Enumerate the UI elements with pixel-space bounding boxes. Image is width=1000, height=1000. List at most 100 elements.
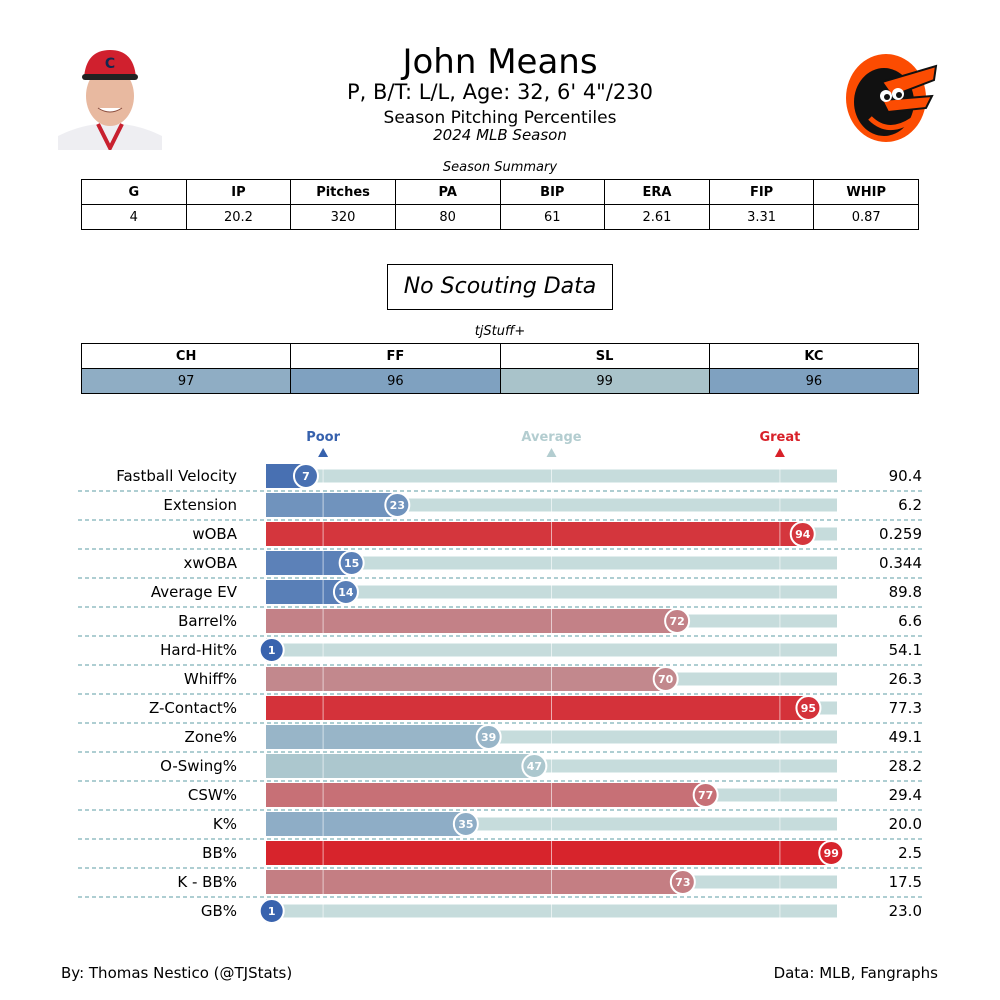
tjstuff-values-cell: 97 bbox=[80, 368, 292, 394]
percentile-label: 1 bbox=[268, 905, 276, 918]
percentile-bar bbox=[266, 551, 352, 575]
metric-value: 28.2 bbox=[889, 757, 922, 775]
percentile-bar bbox=[266, 667, 666, 691]
metric-label: Z-Contact% bbox=[149, 699, 237, 717]
season-label: 2024 MLB Season bbox=[433, 126, 567, 144]
metric-label: xwOBA bbox=[183, 554, 237, 572]
metric-value: 17.5 bbox=[889, 873, 922, 891]
scale-label: Great bbox=[759, 430, 800, 445]
metric-label: K - BB% bbox=[177, 873, 237, 891]
percentile-bar bbox=[266, 580, 346, 604]
summary-headers-cell: ERA bbox=[604, 179, 710, 205]
metric-label: wOBA bbox=[192, 525, 237, 543]
percentile-label: 77 bbox=[698, 789, 713, 802]
player-headshot: C bbox=[58, 48, 162, 150]
percentile-marker bbox=[789, 521, 816, 547]
player-name: John Means bbox=[402, 42, 598, 82]
summary-values-cell: 20.2 bbox=[185, 204, 292, 230]
chart-subtitle: Season Pitching Percentiles bbox=[383, 108, 617, 128]
metric-label: CSW% bbox=[188, 786, 237, 804]
percentile-bar bbox=[266, 493, 398, 517]
metric-label: GB% bbox=[201, 902, 237, 920]
percentile-label: 70 bbox=[658, 673, 674, 686]
metric-value: 23.0 bbox=[889, 902, 922, 920]
team-logo bbox=[846, 54, 938, 142]
percentile-label: 95 bbox=[801, 702, 816, 715]
footer-source: Data: MLB, Fangraphs bbox=[773, 964, 938, 982]
summary-headers-cell: G bbox=[81, 179, 187, 205]
metric-label: Hard-Hit% bbox=[160, 641, 237, 659]
summary-title: Season Summary bbox=[442, 160, 558, 175]
percentile-bar bbox=[266, 783, 706, 807]
metric-value: 0.344 bbox=[879, 554, 922, 572]
metric-value: 49.1 bbox=[889, 728, 922, 746]
metric-value: 29.4 bbox=[889, 786, 922, 804]
percentile-label: 39 bbox=[481, 731, 496, 744]
metric-value: 89.8 bbox=[889, 583, 922, 601]
tjstuff-headers-cell: FF bbox=[290, 343, 501, 369]
summary-headers-cell: IP bbox=[185, 179, 292, 205]
percentile-marker bbox=[332, 579, 359, 605]
percentile-bar bbox=[266, 609, 678, 633]
percentile-bar bbox=[266, 841, 832, 865]
percentile-marker bbox=[338, 550, 365, 576]
percentile-marker bbox=[258, 637, 285, 663]
percentile-marker bbox=[795, 695, 822, 721]
percentile-marker bbox=[258, 898, 285, 924]
metric-label: Zone% bbox=[185, 728, 237, 746]
metric-value: 0.259 bbox=[879, 525, 922, 543]
percentile-marker bbox=[818, 840, 845, 866]
metric-label: Extension bbox=[163, 496, 237, 514]
summary-headers-cell: BIP bbox=[499, 179, 606, 205]
percentile-marker bbox=[452, 811, 479, 837]
metric-value: 6.2 bbox=[898, 496, 922, 514]
tjstuff-values-cell: 96 bbox=[290, 368, 501, 394]
metric-label: Whiff% bbox=[184, 670, 237, 688]
percentile-label: 99 bbox=[824, 847, 839, 860]
scale-marker-icon bbox=[546, 448, 557, 457]
percentile-bar bbox=[266, 522, 803, 546]
metric-value: 54.1 bbox=[889, 641, 922, 659]
metric-label: Barrel% bbox=[178, 612, 237, 630]
percentile-label: 47 bbox=[527, 760, 542, 773]
player-bio: P, B/T: L/L, Age: 32, 6' 4"/230 bbox=[346, 80, 654, 104]
summary-values-cell: 4 bbox=[81, 204, 187, 230]
metric-value: 2.5 bbox=[898, 844, 922, 862]
percentile-marker bbox=[384, 492, 411, 518]
scale-marker-icon bbox=[774, 448, 785, 457]
tjstuff-values-cell: 96 bbox=[708, 368, 920, 394]
percentile-label: 23 bbox=[390, 499, 405, 512]
percentile-marker bbox=[521, 753, 548, 779]
summary-values-cell: 61 bbox=[499, 204, 606, 230]
percentile-label: 15 bbox=[344, 557, 359, 570]
scale-label: Average bbox=[521, 430, 581, 445]
percentile-marker bbox=[669, 869, 696, 895]
percentile-label: 35 bbox=[458, 818, 473, 831]
metric-label: BB% bbox=[202, 844, 237, 862]
scale-label: Poor bbox=[306, 430, 340, 445]
tjstuff-title: tjStuff+ bbox=[474, 324, 526, 339]
summary-headers-cell: FIP bbox=[708, 179, 815, 205]
scouting-box: No Scouting Data bbox=[387, 264, 613, 310]
summary-headers-cell: WHIP bbox=[813, 179, 919, 205]
percentile-label: 14 bbox=[338, 586, 354, 599]
percentile-bar bbox=[266, 870, 683, 894]
percentile-label: 94 bbox=[795, 528, 811, 541]
summary-headers-cell: PA bbox=[394, 179, 501, 205]
footer-credit: By: Thomas Nestico (@TJStats) bbox=[61, 964, 293, 982]
summary-values-cell: 2.61 bbox=[604, 204, 710, 230]
percentile-chart: Poor Average Great Fastball Velocity 7 90.4 Ex… bbox=[78, 430, 922, 924]
percentile-marker bbox=[664, 608, 691, 634]
metric-value: 6.6 bbox=[898, 612, 922, 630]
tjstuff-headers-cell: CH bbox=[80, 343, 292, 369]
metric-label: Fastball Velocity bbox=[116, 467, 237, 485]
tjstuff-headers-cell: KC bbox=[708, 343, 920, 369]
percentile-marker bbox=[292, 463, 319, 489]
summary-values-cell: 0.87 bbox=[813, 204, 919, 230]
summary-values-cell: 3.31 bbox=[708, 204, 815, 230]
metric-value: 77.3 bbox=[889, 699, 922, 717]
percentile-label: 72 bbox=[669, 615, 684, 628]
metric-value: 90.4 bbox=[889, 467, 922, 485]
percentile-bar bbox=[266, 812, 466, 836]
